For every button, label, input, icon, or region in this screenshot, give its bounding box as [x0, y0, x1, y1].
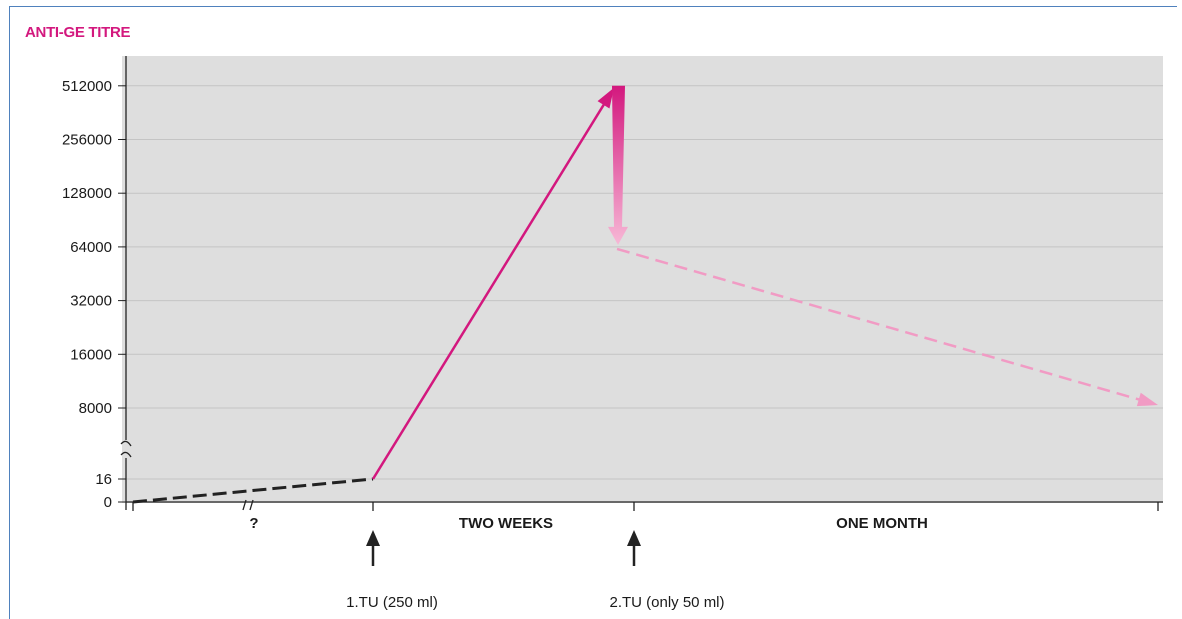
y-axis-ticks: 512000 256000 128000 64000 32000 16000 8000 16 0 — [62, 78, 126, 511]
x-axis-label: ONE MONTH — [836, 515, 928, 532]
series-group — [132, 85, 1158, 504]
axes — [120, 56, 1163, 511]
chart-title: ANTI-GE TITRE — [25, 24, 131, 41]
x-axis-break-mark — [242, 499, 254, 511]
y-tick-label: 512000 — [62, 78, 112, 95]
y-tick-label: 256000 — [62, 132, 112, 149]
y-tick-label: 16 — [95, 471, 112, 488]
x-axis-label: TWO WEEKS — [459, 515, 553, 532]
decline-arrowhead — [1136, 392, 1158, 407]
x-axis-label: ? — [249, 515, 258, 532]
rise-arrowhead — [597, 87, 614, 109]
event-arrowhead — [366, 530, 380, 546]
plot-area — [122, 56, 1163, 503]
drop-arrow — [608, 85, 628, 245]
event-label: 2.TU (only 50 ml) — [609, 594, 724, 611]
decline-dashed-line — [616, 247, 1143, 402]
y-tick-label: 128000 — [62, 185, 112, 202]
x-axis-labels: ? TWO WEEKS ONE MONTH — [249, 515, 927, 532]
y-tick-label: 32000 — [70, 293, 112, 310]
y-tick-label: 16000 — [70, 346, 112, 363]
y-axis-break-mark — [120, 440, 132, 447]
events-group: 1.TU (250 ml) 2.TU (only 50 ml) — [346, 530, 725, 611]
event-label: 1.TU (250 ml) — [346, 594, 438, 611]
y-axis-break-mark — [120, 451, 132, 458]
chart-frame — [9, 6, 1177, 619]
event-arrowhead — [627, 530, 641, 546]
gridlines — [122, 85, 1163, 480]
y-tick-label: 64000 — [70, 239, 112, 256]
rise-line — [371, 97, 610, 480]
y-tick-label: 0 — [104, 494, 112, 511]
y-tick-label: 8000 — [79, 400, 112, 417]
baseline-dashed-line — [132, 477, 374, 504]
